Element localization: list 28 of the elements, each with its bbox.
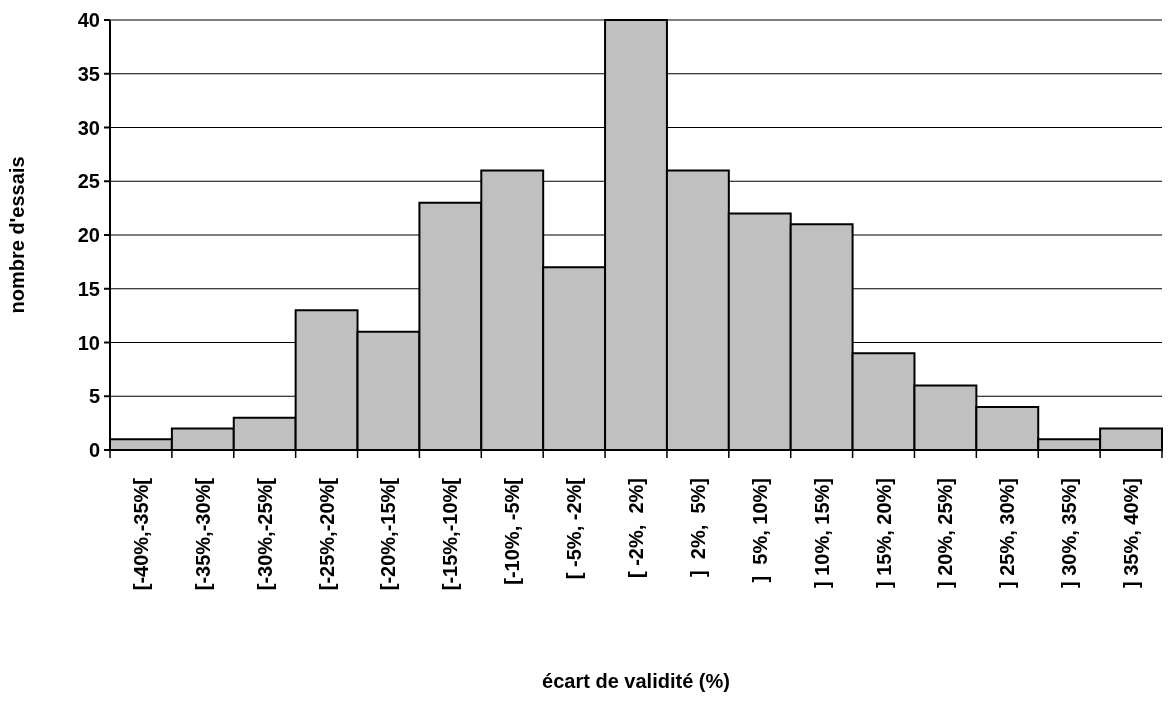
y-tick-label: 20 <box>77 224 100 246</box>
x-tick-label: [-10%, -5%[ <box>501 477 524 585</box>
x-tick-label: [-35%,-30%[ <box>191 477 214 591</box>
y-tick-label: 35 <box>77 62 100 85</box>
x-tick-label: [ -5%, -2%[ <box>563 477 586 580</box>
x-tick-label: [-25%,-20%[ <box>315 477 338 591</box>
y-tick-label: 10 <box>77 331 100 354</box>
y-tick-label: 25 <box>77 170 100 193</box>
x-tick-label: [-20%,-15%[ <box>377 477 400 591</box>
x-tick-label: ] 5%, 10%] <box>748 478 771 583</box>
y-tick-label: 40 <box>77 9 100 31</box>
x-tick-label: ] 25%, 30%] <box>996 478 1019 589</box>
y-axis-title: nombre d'essais <box>6 156 28 314</box>
x-tick-label: [-40%,-35%[ <box>129 477 152 591</box>
y-tick-label: 5 <box>88 385 100 408</box>
y-tick-label: 30 <box>77 116 100 139</box>
x-tick-label: ] 15%, 20%] <box>872 478 895 589</box>
y-tick-label: 0 <box>88 439 100 461</box>
x-tick-label: [-15%,-10%[ <box>439 477 462 591</box>
x-tick-label: [-30%,-25%[ <box>253 477 276 591</box>
x-tick-label: ] 2%, 5%] <box>686 478 709 577</box>
x-tick-label: [ -2%, 2%] <box>625 478 647 579</box>
x-tick-label: ] 30%, 35%] <box>1058 478 1081 589</box>
y-tick-label: 15 <box>77 277 100 300</box>
x-tick-label: ] 20%, 25%] <box>934 478 957 589</box>
x-tick-label: ] 10%, 15%] <box>810 478 833 589</box>
x-tick-label: ] 35%, 40%] <box>1120 478 1143 589</box>
x-axis-title: écart de validité (%) <box>542 670 730 692</box>
